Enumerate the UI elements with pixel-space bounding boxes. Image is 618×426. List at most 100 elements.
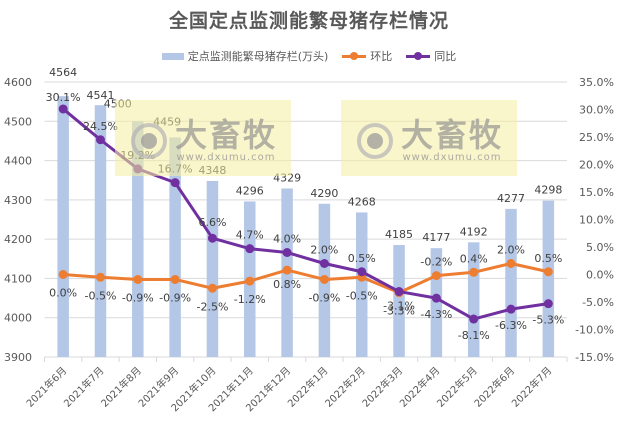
mom-line[interactable] [63, 262, 549, 295]
bar-value-label: 4277 [497, 192, 525, 205]
bar-value-label: 4541 [86, 89, 114, 102]
line-marker-icon [406, 52, 431, 60]
bar-value-label: 4298 [534, 184, 562, 197]
line-marker[interactable] [207, 283, 217, 293]
left-axis-tick: 3900 [4, 351, 32, 364]
line-marker[interactable] [282, 248, 292, 257]
yoy-value-label: -8.1% [458, 329, 490, 342]
yoy-value-label: 6.6% [198, 216, 226, 229]
bar-value-label: 4296 [236, 184, 264, 197]
bar[interactable] [393, 245, 405, 357]
yoy-value-label: 24.5% [83, 120, 118, 133]
line-marker[interactable] [469, 314, 479, 324]
watermark-logo-icon [357, 122, 393, 159]
yoy-value-label: 0.5% [348, 252, 376, 265]
legend-label-mom: 环比 [370, 50, 393, 63]
line-marker[interactable] [58, 104, 68, 114]
left-axis-tick: 4200 [4, 233, 32, 246]
bar[interactable] [169, 137, 181, 357]
watermark: 大畜牧 www.dxumu.com [115, 100, 291, 176]
bar-value-label: 4290 [310, 187, 338, 200]
mom-value-label: -0.9% [308, 291, 340, 304]
bar-swatch-icon [161, 52, 184, 60]
right-axis-tick: -10.0% [575, 324, 614, 337]
chart-title: 全国定点监测能繁母猪存栏情况 [168, 10, 449, 32]
legend-item-inventory[interactable]: 定点监测能繁母猪存栏(万头) [161, 48, 329, 64]
mom-value-label: -1.2% [234, 293, 266, 306]
line-marker[interactable] [506, 304, 516, 314]
bar[interactable] [94, 105, 107, 357]
right-axis-tick: 30.0% [579, 104, 614, 117]
line-marker[interactable] [133, 274, 143, 284]
mom-value-label: 0.4% [460, 252, 488, 265]
yoy-value-label: -3.1% [383, 300, 415, 313]
mom-value-label: 0.0% [49, 287, 77, 300]
line-marker[interactable] [170, 178, 180, 188]
line-marker[interactable] [319, 259, 329, 268]
legend-item-yoy[interactable]: 同比 [406, 48, 456, 64]
left-axis-tick: 4600 [4, 76, 32, 89]
right-axis-tick: 5.0% [586, 241, 614, 254]
line-marker[interactable] [319, 274, 329, 284]
line-marker[interactable] [282, 265, 292, 275]
bar[interactable] [132, 121, 144, 358]
bar[interactable] [57, 96, 69, 358]
chart-legend: 定点监测能繁母猪存栏(万头) 环比 同比 [0, 48, 618, 64]
mom-value-label: -0.5% [85, 289, 117, 302]
yoy-value-label: 30.1% [46, 91, 81, 104]
mom-value-label: -3.3% [383, 305, 415, 318]
legend-label-inventory: 定点监测能繁母猪存栏(万头) [187, 50, 329, 63]
watermark-url: www.dxumu.com [176, 152, 276, 163]
line-marker[interactable] [245, 244, 255, 254]
line-marker[interactable] [245, 276, 255, 286]
line-marker[interactable] [431, 271, 441, 281]
line-marker[interactable] [207, 233, 217, 243]
line-marker-icon [342, 52, 367, 60]
line-marker[interactable] [506, 259, 516, 268]
watermark-logo-icon [131, 122, 167, 159]
right-axis-tick: 20.0% [579, 159, 614, 172]
yoy-value-label: -5.3% [532, 314, 564, 327]
bar[interactable] [355, 212, 368, 357]
line-marker[interactable] [543, 299, 553, 309]
left-axis-tick: 4000 [4, 312, 32, 325]
bar[interactable] [206, 181, 219, 357]
watermark-brand: 大畜牧 [401, 116, 504, 154]
right-axis-tick: -5.0% [582, 296, 614, 309]
right-axis-tick: 25.0% [579, 131, 614, 144]
yoy-value-label: -6.3% [495, 319, 527, 332]
line-marker[interactable] [543, 267, 553, 277]
bar[interactable] [542, 200, 555, 357]
line-marker[interactable] [170, 274, 180, 284]
watermark: 大畜牧 www.dxumu.com [341, 100, 517, 176]
mom-value-label: 0.5% [534, 252, 562, 265]
line-marker[interactable] [357, 267, 367, 277]
line-marker[interactable] [431, 293, 441, 303]
bar[interactable] [467, 242, 480, 357]
watermark-url: www.dxumu.com [402, 152, 502, 163]
line-marker[interactable] [469, 267, 479, 277]
line-marker[interactable] [394, 287, 404, 297]
left-axis-tick: 4100 [4, 272, 32, 285]
line-marker[interactable] [95, 135, 105, 145]
bar-value-label: 4185 [385, 228, 413, 241]
mom-value-label: -0.2% [420, 256, 452, 269]
x-axis-label: 2022年7月 [509, 364, 555, 410]
mom-value-label: 2.0% [497, 244, 525, 257]
yoy-value-label: 2.0% [310, 244, 338, 257]
mom-value-label: -0.5% [346, 289, 378, 302]
legend-item-mom[interactable]: 环比 [342, 48, 392, 64]
bar-value-label: 4177 [422, 231, 450, 244]
right-axis-tick: 0.0% [586, 269, 614, 282]
bar-value-label: 4268 [348, 195, 376, 208]
yoy-value-label: -4.3% [420, 308, 452, 321]
mom-value-label: 0.8% [273, 278, 301, 291]
line-marker[interactable] [58, 270, 68, 279]
line-marker[interactable] [95, 272, 105, 282]
mom-value-label: -0.9% [159, 291, 191, 304]
right-axis-tick: 10.0% [579, 214, 614, 227]
mom-value-label: -2.5% [196, 300, 228, 313]
watermark-brand: 大畜牧 [175, 116, 278, 154]
left-axis-tick: 4400 [4, 155, 32, 168]
bar[interactable] [505, 208, 517, 357]
